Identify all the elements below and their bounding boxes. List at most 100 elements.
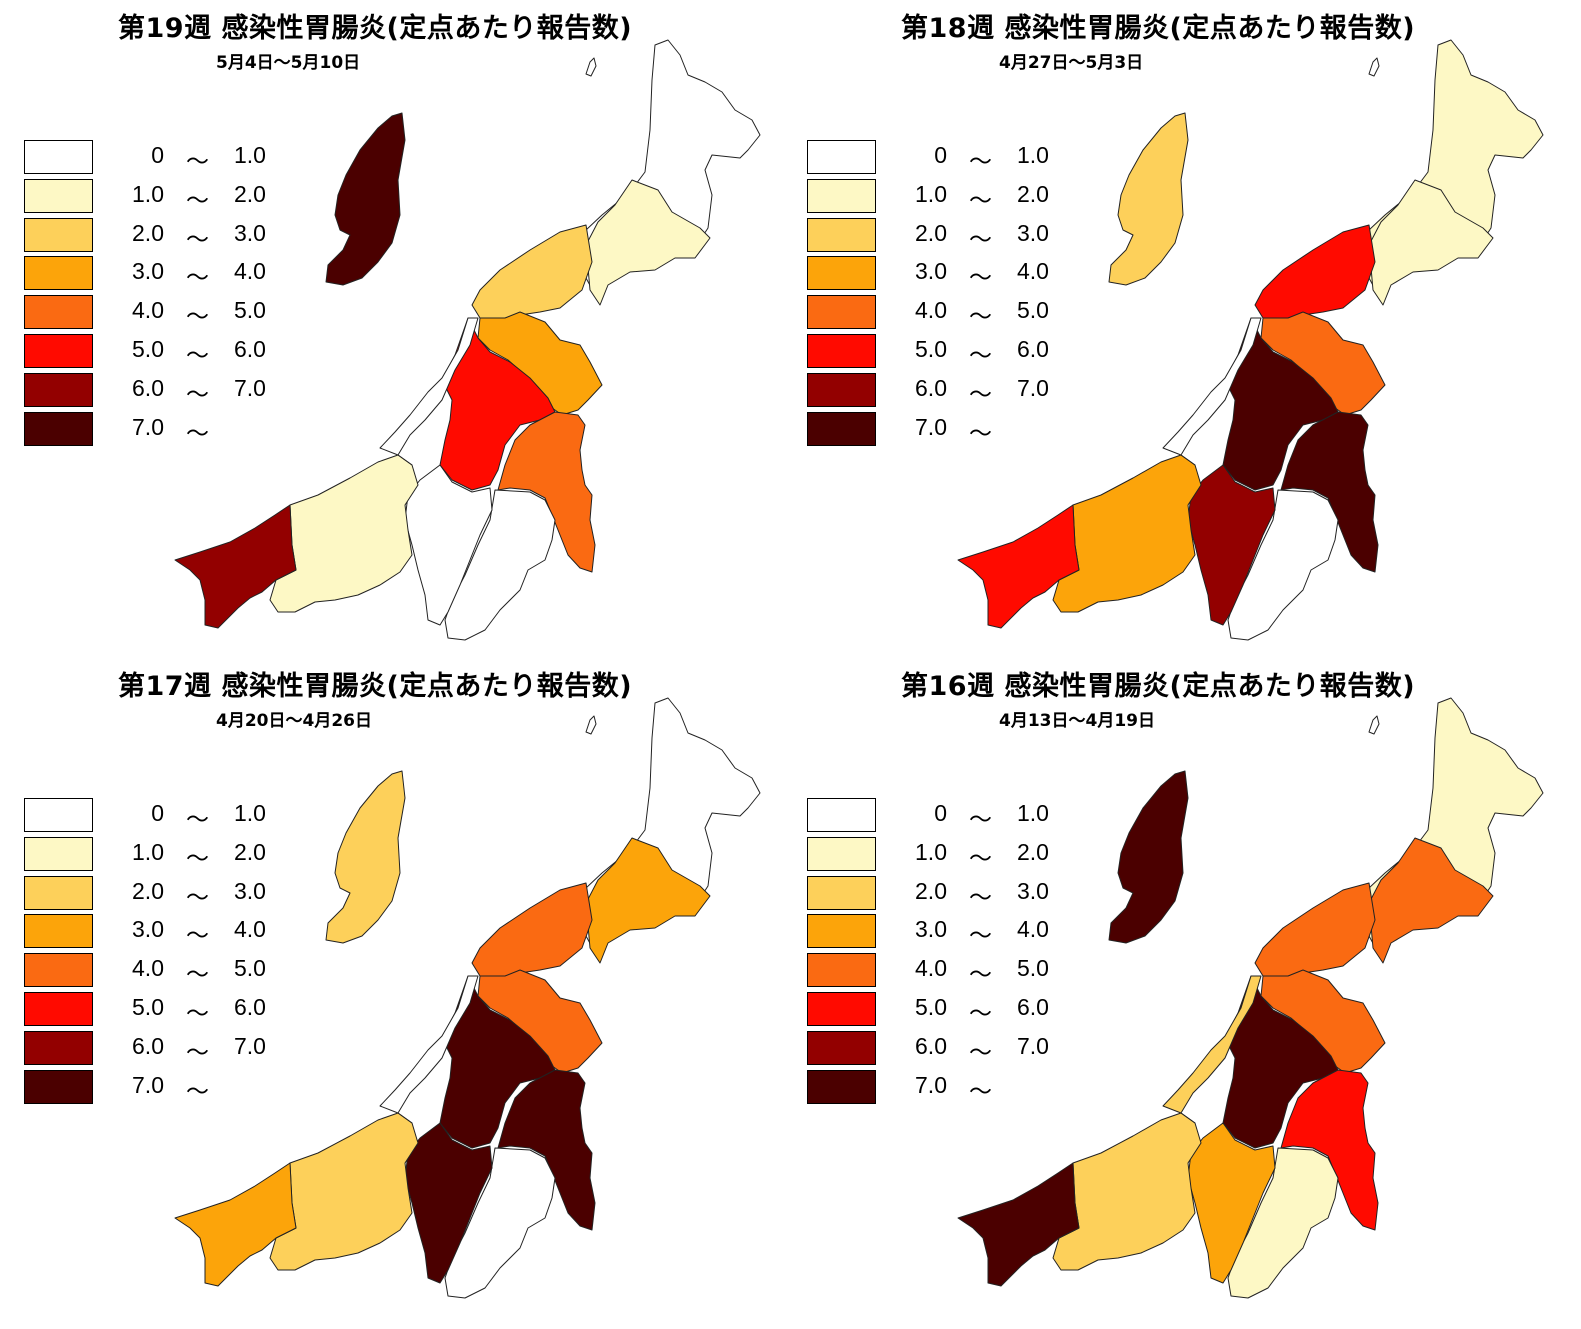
legend-lo-label: 3.0: [132, 916, 164, 943]
legend-hi-label: 2.0: [1017, 838, 1049, 865]
legend-lo-label: 1.0: [132, 838, 164, 865]
legend-til-label: ～: [969, 1077, 992, 1104]
map-date-range: 5月4日～5月10日: [216, 53, 361, 73]
legend-swatch: [807, 140, 876, 174]
legend-hi-label: 1.0: [1017, 800, 1049, 826]
legend-til-label: ～: [186, 922, 209, 949]
legend-hi-label: 5.0: [234, 955, 266, 982]
legend-til-label: ～: [969, 419, 992, 446]
legend-til-label: ～: [186, 380, 209, 407]
legend-lo-label: 6.0: [915, 1032, 947, 1059]
legend-hi-label: 7.0: [1017, 1032, 1049, 1059]
legend-lo-label: 5.0: [915, 994, 947, 1020]
legend-til-label: ～: [186, 342, 209, 368]
legend-hi-label: 5.0: [1017, 297, 1049, 324]
islet: [1368, 57, 1380, 77]
legend-swatch: [807, 256, 876, 291]
legend-swatch: [807, 914, 876, 949]
legend-hi-label: 7.0: [1017, 374, 1049, 401]
region-niigata: [471, 224, 593, 323]
legend-til-label: ～: [969, 264, 992, 291]
legend-hi-label: 3.0: [1017, 877, 1049, 904]
legend-til-label: ～: [186, 186, 209, 213]
legend-til-label: ～: [969, 1038, 992, 1065]
legend-lo-label: 3.0: [915, 916, 947, 943]
legend-hi-label: 7.0: [234, 374, 266, 401]
legend-hi-label: 3.0: [1017, 219, 1049, 246]
legend-lo-label: 2.0: [915, 219, 947, 246]
legend-lo-label: 0: [151, 800, 164, 826]
legend-til-label: ～: [186, 225, 209, 252]
region-murakami: [585, 837, 711, 964]
legend-lo-label: 1.0: [915, 838, 947, 865]
legend-til-label: ～: [969, 883, 992, 910]
legend-lo-label: 3.0: [915, 258, 947, 285]
legend-lo-label: 6.0: [132, 1032, 164, 1059]
legend-lo-label: 6.0: [132, 374, 164, 401]
region-sado: [1108, 112, 1189, 286]
region-itoigawa: [174, 504, 297, 629]
region-niigata: [1254, 882, 1376, 981]
legend-lo-label: 7.0: [915, 413, 947, 440]
legend-lo-label: 1.0: [132, 180, 164, 207]
legend-lo-label: 7.0: [132, 1071, 164, 1098]
region-murakami: [585, 179, 711, 306]
legend-til-label: ～: [186, 1077, 209, 1104]
legend-lo-label: 7.0: [915, 1071, 947, 1098]
legend-til-label: ～: [969, 148, 992, 174]
region-nagaoka: [1222, 975, 1339, 1149]
region-sanjo: [1260, 311, 1386, 416]
legend-lo-label: 0: [934, 142, 947, 168]
legend-swatch: [24, 334, 93, 368]
legend-til-label: ～: [186, 961, 209, 988]
niigata-map: [957, 39, 1544, 641]
map-date-range: 4月27日～5月3日: [999, 53, 1144, 73]
region-sanjo: [477, 969, 603, 1074]
legend-swatch: [807, 875, 876, 910]
region-itoigawa: [957, 504, 1080, 629]
map-title: 第16週 感染性胃腸炎(定点あたり報告数): [901, 671, 1416, 702]
legend-hi-label: 4.0: [234, 258, 266, 285]
legend-til-label: ～: [186, 264, 209, 291]
legend-swatch: [807, 836, 876, 871]
legend-hi-label: 6.0: [1017, 336, 1049, 362]
legend-til-label: ～: [186, 844, 209, 871]
legend-til-label: ～: [186, 883, 209, 910]
region-joetsu: [1052, 454, 1202, 613]
legend-lo-label: 5.0: [132, 336, 164, 362]
region-joetsu: [1052, 1112, 1202, 1271]
legend-hi-label: 5.0: [1017, 955, 1049, 982]
legend-swatch: [807, 178, 876, 213]
legend-lo-label: 0: [934, 800, 947, 826]
legend-lo-label: 4.0: [132, 297, 164, 324]
legend-til-label: ～: [186, 419, 209, 446]
map-date-range: 4月13日～4月19日: [999, 711, 1155, 731]
legend-swatch: [807, 295, 876, 330]
legend-hi-label: 3.0: [234, 877, 266, 904]
region-minamiuonuma: [444, 1147, 556, 1299]
region-murakami: [1368, 179, 1494, 306]
region-itoigawa: [174, 1162, 297, 1287]
legend-swatch: [24, 1030, 93, 1065]
legend-til-label: ～: [969, 225, 992, 252]
region-yahiko: [379, 975, 479, 1124]
legend-til-label: ～: [969, 1000, 992, 1026]
legend-lo-label: 4.0: [132, 955, 164, 982]
legend-hi-label: 6.0: [1017, 994, 1049, 1020]
region-itoigawa: [957, 1162, 1080, 1287]
legend-hi-label: 5.0: [234, 297, 266, 324]
legend-hi-label: 1.0: [234, 142, 266, 168]
legend-til-label: ～: [969, 922, 992, 949]
region-uonuma: [1280, 1069, 1379, 1231]
legend-lo-label: 4.0: [915, 955, 947, 982]
legend-swatch: [807, 992, 876, 1026]
region-nagaoka: [439, 317, 556, 491]
legend-lo-label: 2.0: [915, 877, 947, 904]
legend-lo-label: 3.0: [132, 258, 164, 285]
legend-hi-label: 4.0: [1017, 258, 1049, 285]
map-title: 第18週 感染性胃腸炎(定点あたり報告数): [901, 13, 1416, 44]
legend-hi-label: 4.0: [234, 916, 266, 943]
region-sado: [1108, 770, 1189, 944]
legend-swatch: [807, 1069, 876, 1104]
region-murakami: [1368, 837, 1494, 964]
